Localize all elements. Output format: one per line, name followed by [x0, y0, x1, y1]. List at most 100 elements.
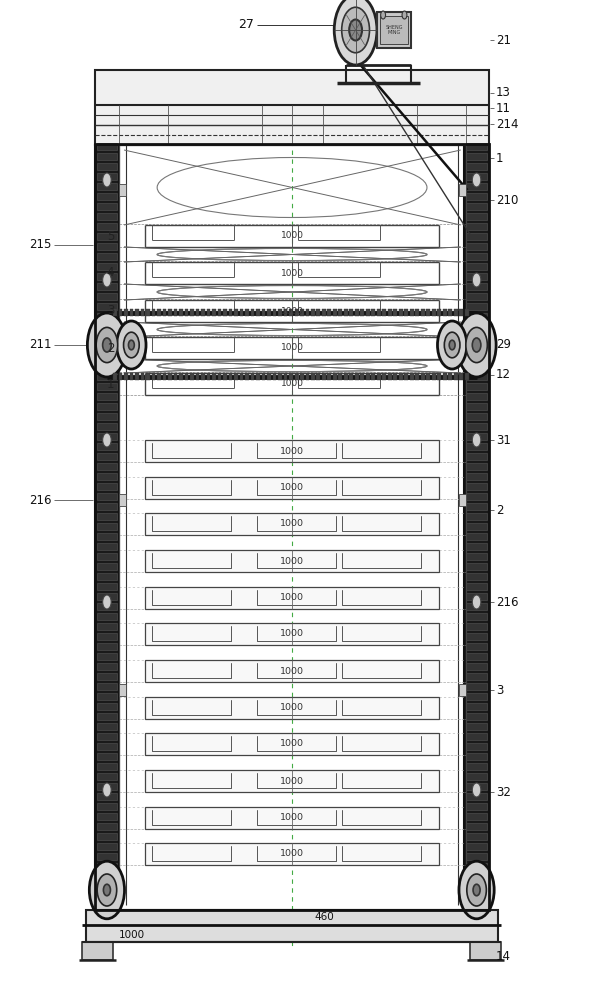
Bar: [448, 309, 452, 316]
Bar: [415, 373, 419, 380]
Bar: [295, 373, 298, 380]
Bar: [466, 483, 487, 490]
Bar: [97, 303, 117, 310]
Bar: [316, 373, 320, 380]
Bar: [466, 803, 487, 810]
Bar: [344, 373, 348, 380]
Bar: [97, 323, 117, 330]
Bar: [466, 463, 487, 470]
Circle shape: [467, 874, 486, 906]
Bar: [97, 473, 117, 480]
Bar: [97, 543, 117, 550]
Bar: [466, 823, 487, 830]
Bar: [97, 773, 117, 780]
Bar: [355, 309, 359, 316]
Bar: [466, 503, 487, 510]
Bar: [119, 184, 126, 196]
Bar: [145, 513, 439, 535]
Bar: [459, 494, 466, 506]
Bar: [174, 373, 177, 380]
Circle shape: [103, 595, 111, 609]
Bar: [448, 373, 452, 380]
Text: 1: 1: [496, 151, 503, 164]
Bar: [426, 309, 430, 316]
Text: 32: 32: [496, 786, 511, 798]
Circle shape: [472, 273, 481, 287]
Bar: [97, 793, 117, 800]
Bar: [432, 309, 436, 316]
Bar: [251, 373, 254, 380]
Bar: [466, 533, 487, 540]
Bar: [97, 363, 117, 370]
Bar: [119, 145, 466, 910]
Bar: [145, 623, 439, 645]
Bar: [466, 143, 487, 150]
Bar: [234, 373, 238, 380]
Bar: [179, 373, 183, 380]
Text: 460: 460: [314, 912, 334, 922]
Bar: [113, 373, 117, 380]
Bar: [333, 373, 337, 380]
Circle shape: [473, 884, 480, 896]
Bar: [97, 163, 117, 170]
Bar: [97, 413, 117, 420]
Bar: [145, 587, 439, 609]
Circle shape: [457, 313, 496, 377]
Bar: [466, 473, 487, 480]
Bar: [382, 373, 386, 380]
Text: 4: 4: [107, 266, 114, 279]
Bar: [466, 313, 487, 320]
Bar: [466, 613, 487, 620]
Circle shape: [402, 11, 407, 19]
Bar: [256, 309, 260, 316]
Text: 1000: 1000: [280, 594, 304, 602]
Bar: [97, 463, 117, 470]
Bar: [229, 373, 232, 380]
Bar: [466, 833, 487, 840]
Bar: [466, 373, 487, 380]
Bar: [145, 440, 439, 462]
Bar: [97, 313, 117, 320]
Bar: [97, 873, 117, 880]
Bar: [306, 373, 309, 380]
Bar: [466, 293, 487, 300]
Bar: [466, 273, 487, 280]
Bar: [207, 309, 210, 316]
Bar: [377, 309, 381, 316]
Bar: [97, 233, 117, 240]
Bar: [218, 373, 221, 380]
Circle shape: [472, 783, 481, 797]
Text: 13: 13: [496, 87, 511, 100]
Bar: [97, 423, 117, 430]
Bar: [466, 363, 487, 370]
Bar: [393, 309, 397, 316]
Bar: [410, 309, 414, 316]
Circle shape: [103, 433, 111, 447]
Circle shape: [466, 327, 488, 363]
Bar: [333, 309, 337, 316]
Bar: [300, 373, 304, 380]
Circle shape: [449, 340, 455, 350]
Bar: [113, 309, 117, 316]
Bar: [97, 863, 117, 870]
Text: 216: 216: [29, 493, 52, 506]
Bar: [145, 807, 439, 829]
Bar: [344, 309, 348, 316]
Bar: [168, 373, 172, 380]
Bar: [466, 813, 487, 820]
Bar: [97, 433, 117, 440]
Bar: [95, 70, 489, 145]
Bar: [196, 373, 199, 380]
Bar: [466, 713, 487, 720]
Bar: [466, 663, 487, 670]
Bar: [322, 373, 326, 380]
Bar: [157, 309, 161, 316]
Bar: [152, 373, 155, 380]
Bar: [466, 853, 487, 860]
Circle shape: [87, 313, 126, 377]
Bar: [466, 583, 487, 590]
Bar: [466, 343, 487, 350]
Bar: [95, 144, 489, 910]
Circle shape: [89, 861, 125, 919]
Bar: [289, 373, 293, 380]
